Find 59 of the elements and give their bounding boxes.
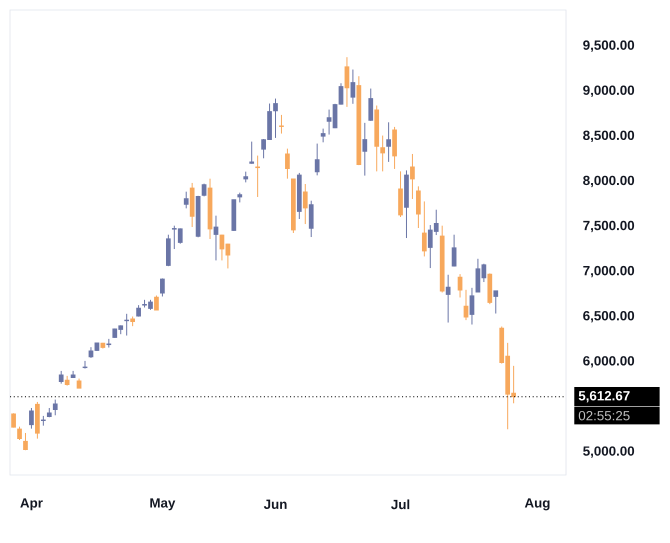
x-tick-label: Apr bbox=[20, 498, 43, 510]
candlestick bbox=[58, 370, 64, 384]
candlestick bbox=[350, 69, 356, 104]
candlestick bbox=[243, 171, 248, 183]
x-tick-label: Jun bbox=[264, 500, 287, 509]
candlestick bbox=[368, 88, 374, 122]
candlestick bbox=[464, 289, 468, 321]
candlestick bbox=[446, 274, 451, 324]
text: 02:55:25 bbox=[578, 410, 630, 420]
y-tick-label: 8,000.00 bbox=[583, 176, 634, 188]
candlestick bbox=[23, 432, 28, 451]
candlestick bbox=[416, 186, 421, 229]
candlestick bbox=[40, 415, 46, 426]
candlestick bbox=[308, 200, 314, 238]
candlestick bbox=[124, 313, 130, 336]
candlestick bbox=[362, 122, 368, 176]
y-tick-label: 6,000.00 bbox=[583, 356, 634, 368]
y-tick-label: 6,500.00 bbox=[583, 311, 634, 322]
candlestick bbox=[202, 183, 206, 197]
candlestick bbox=[493, 290, 498, 314]
candlestick bbox=[130, 316, 135, 327]
candlestick bbox=[52, 399, 58, 416]
candlestick bbox=[452, 234, 456, 268]
candlestick bbox=[184, 191, 189, 209]
candlestick bbox=[249, 141, 254, 164]
y-tick-label: 7,500.00 bbox=[583, 220, 634, 232]
candlestick bbox=[76, 378, 82, 389]
x-tick-label: Aug bbox=[524, 498, 550, 510]
y-tick-label: 7,000.00 bbox=[583, 266, 634, 278]
candlestick bbox=[29, 407, 34, 430]
candlestick bbox=[422, 200, 427, 257]
candlestick bbox=[154, 294, 159, 311]
candlestick bbox=[470, 287, 474, 326]
candlestick bbox=[386, 122, 391, 162]
candlestick bbox=[285, 148, 290, 180]
candlestick bbox=[458, 274, 462, 298]
y-tick-label: 8,500.00 bbox=[583, 130, 634, 142]
candlestick bbox=[160, 278, 165, 297]
candlestick bbox=[273, 98, 278, 138]
candlestick bbox=[214, 215, 218, 261]
x-tick-label: Jul bbox=[391, 499, 410, 510]
candlestick bbox=[46, 407, 52, 418]
candlestick bbox=[314, 143, 320, 176]
y-tick-label: 5,000.00 bbox=[583, 446, 634, 458]
candlestick bbox=[237, 192, 242, 203]
candlestick bbox=[380, 135, 386, 172]
y-tick-label: 9,500.00 bbox=[583, 40, 634, 52]
y-tick-label: 9,000.00 bbox=[583, 85, 634, 97]
candlestick bbox=[320, 128, 326, 143]
ref-line-label: 5,612.67 bbox=[578, 391, 630, 402]
candlestick bbox=[64, 375, 70, 386]
x-tick-label: May bbox=[150, 498, 176, 510]
candlestick bbox=[410, 153, 415, 200]
candlestick bbox=[344, 56, 350, 108]
candlestick bbox=[302, 184, 308, 225]
candlestick bbox=[11, 412, 16, 428]
candlestick bbox=[255, 155, 260, 198]
candlestick bbox=[17, 426, 22, 440]
candlestick bbox=[279, 114, 284, 134]
